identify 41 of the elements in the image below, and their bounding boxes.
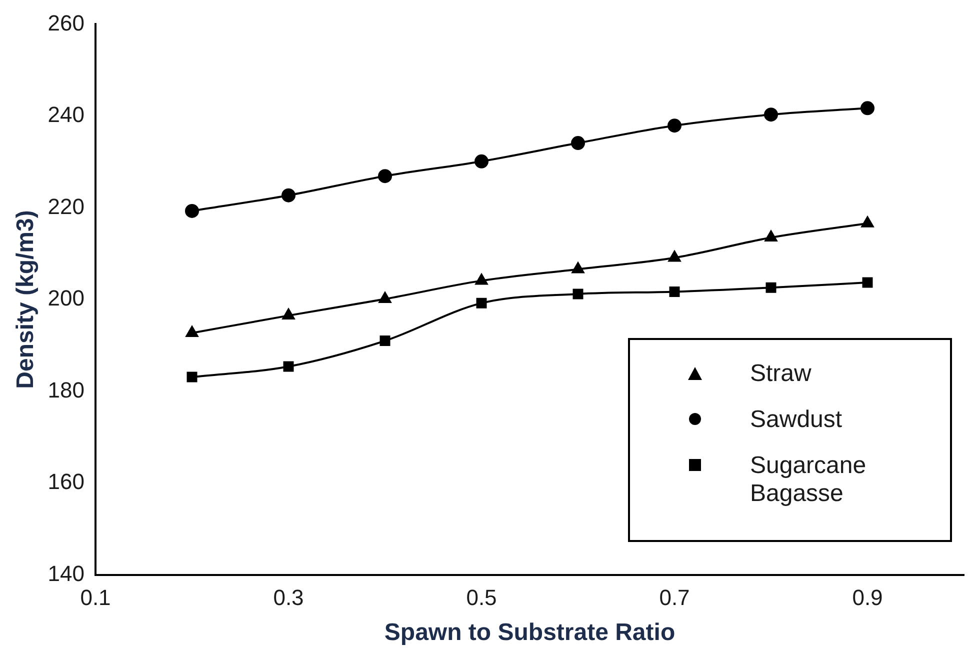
- point: [860, 101, 874, 116]
- x-tick-label: 0.3: [273, 585, 304, 610]
- point: [378, 169, 392, 184]
- point: [668, 250, 681, 262]
- legend-label: Sawdust: [750, 406, 844, 434]
- y-tick-label: 260: [48, 10, 85, 36]
- point: [766, 282, 776, 293]
- point: [282, 308, 295, 320]
- point: [186, 326, 198, 337]
- point: [186, 372, 198, 382]
- point: [282, 188, 296, 202]
- point: [669, 286, 680, 297]
- legend-label: Sugarcane Bagasse: [750, 452, 868, 508]
- point: [572, 288, 584, 300]
- y-tick-label: 140: [48, 560, 85, 586]
- y-tick-label: 180: [48, 377, 85, 402]
- point: [475, 274, 488, 285]
- y-tick-label: 200: [48, 286, 85, 311]
- point: [474, 154, 489, 168]
- x-tick-label: 0.1: [80, 585, 111, 610]
- x-axis-title: Spawn to Substrate Ratio: [384, 619, 676, 646]
- y-axis-title: Density (kg/m3): [12, 210, 40, 389]
- point: [571, 136, 586, 150]
- point: [862, 277, 873, 288]
- legend-label: Straw: [750, 360, 812, 388]
- point: [572, 262, 584, 274]
- x-tick-label: 0.7: [659, 585, 690, 610]
- point: [185, 204, 200, 218]
- point: [764, 108, 778, 122]
- point: [476, 298, 487, 308]
- point: [668, 118, 682, 133]
- point: [380, 336, 390, 346]
- x-tick-label: 0.5: [466, 585, 497, 610]
- point: [764, 230, 778, 242]
- y-tick-label: 240: [48, 102, 85, 128]
- point: [861, 216, 874, 228]
- y-tick-label: 160: [48, 469, 85, 494]
- point: [283, 361, 294, 372]
- y-tick-label: 220: [48, 194, 85, 219]
- point: [378, 292, 392, 304]
- x-tick-label: 0.9: [852, 585, 883, 610]
